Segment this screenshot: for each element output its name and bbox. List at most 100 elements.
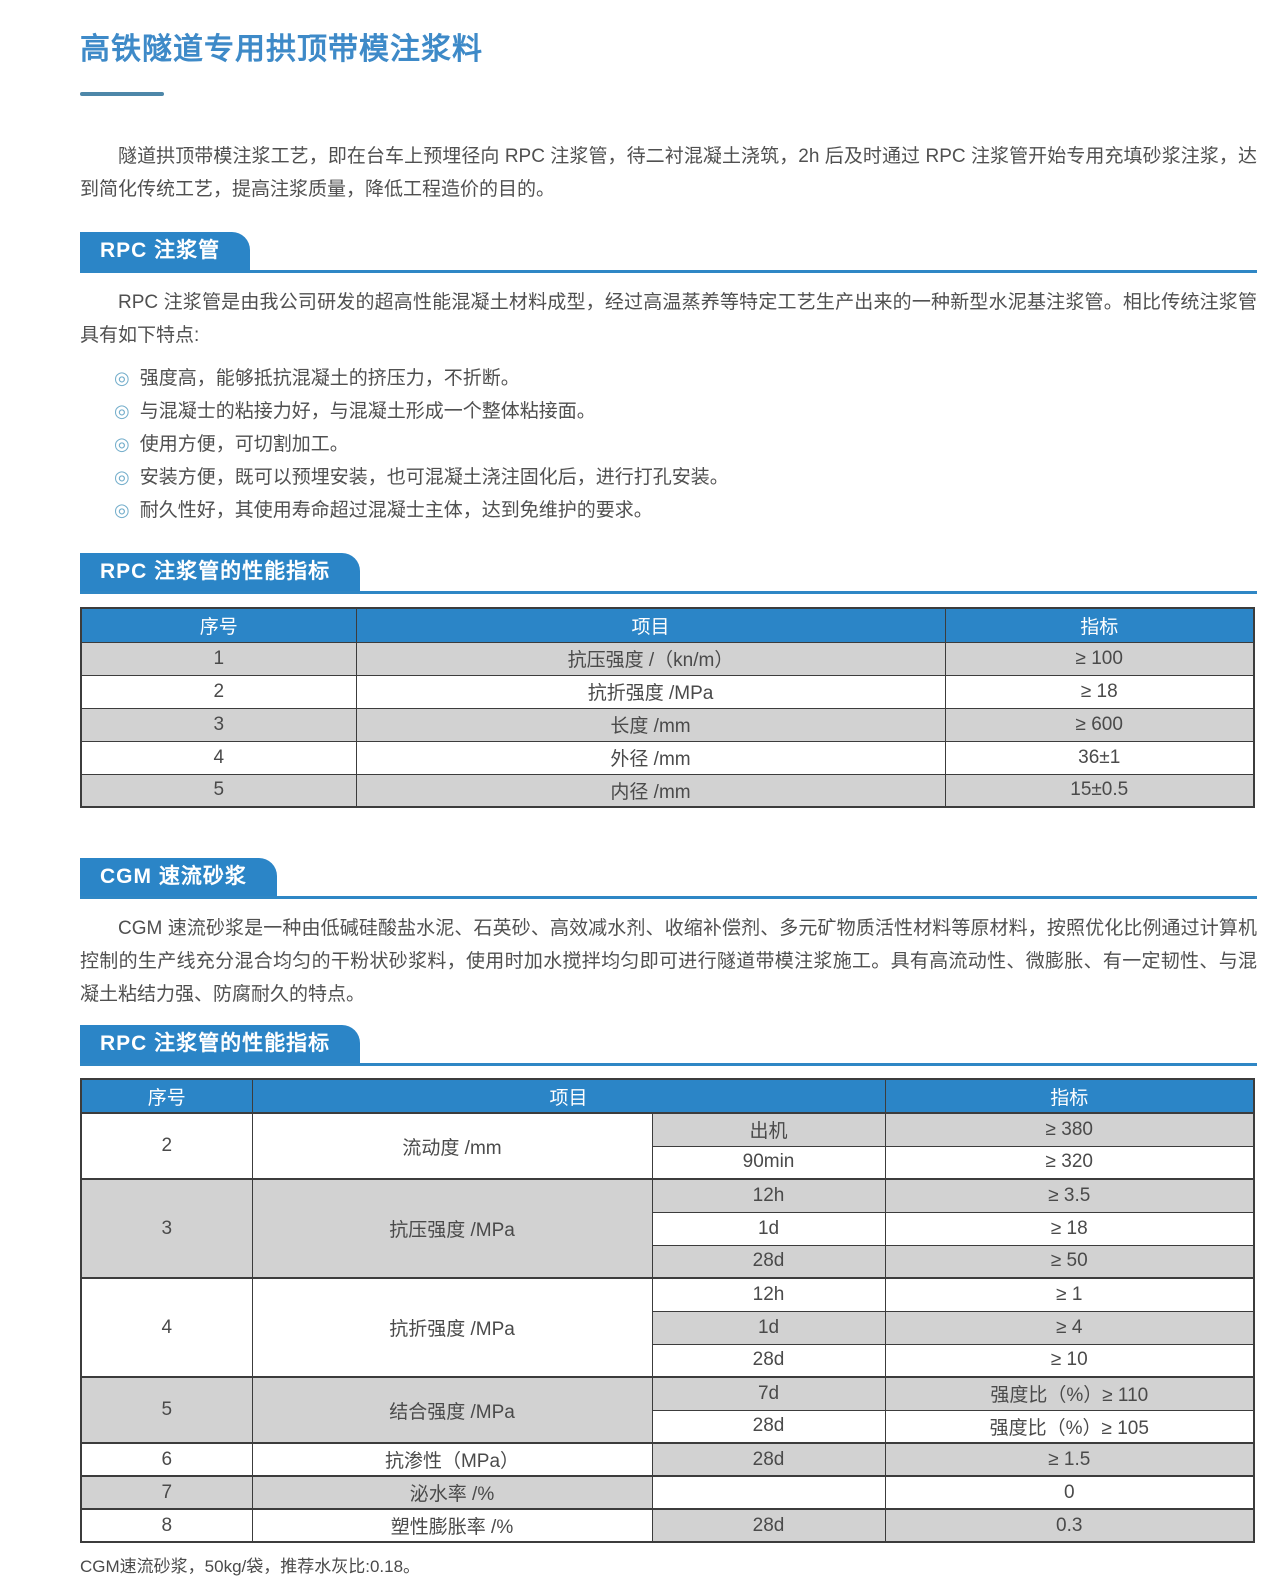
document-page: 高铁隧道专用拱顶带模注浆料 隧道拱顶带模注浆工艺，即在台车上预埋径向 RPC 注… [80, 33, 1257, 1576]
cell-index: ≥ 3.5 [884, 1178, 1255, 1213]
table-row: 4 外径 /mm 36±1 [80, 740, 1255, 775]
cell-index: 强度比（%）≥ 105 [884, 1409, 1255, 1444]
cell-no: 7 [80, 1475, 253, 1510]
feature-item: ◎ 使用方便，可切割加工。 [114, 434, 349, 455]
cell-no: 5 [80, 1376, 253, 1444]
cell-no: 2 [80, 674, 357, 709]
section-head-rpc-spec: RPC 注浆管的性能指标 [80, 553, 1257, 594]
cell-index: ≥ 1 [884, 1277, 1255, 1312]
cell-no: 1 [80, 641, 357, 676]
page-title: 高铁隧道专用拱顶带模注浆料 [80, 33, 483, 66]
rpc-feature-list: ◎ 强度高，能够抵抗混凝土的挤压力，不折断。 ◎ 与混凝士的粘接力好，与混凝土形成一个… [80, 362, 1257, 527]
double-circle-bullet-icon: ◎ [114, 500, 130, 520]
cell-item: 流动度 /mm [251, 1112, 653, 1180]
feature-item: ◎ 强度高，能够抵抗混凝土的挤压力，不折断。 [114, 368, 520, 389]
cell-index: ≥ 1.5 [884, 1442, 1255, 1477]
cell-no: 4 [80, 1277, 253, 1378]
table-header-row: 序号 项目 指标 [80, 1078, 1255, 1114]
cell-index: 强度比（%）≥ 110 [884, 1376, 1255, 1411]
cell-no: 8 [80, 1508, 253, 1543]
cell-item: 抗压强度 /（kn/m） [355, 641, 946, 676]
cell-condition: 28d [651, 1508, 886, 1543]
cell-item: 外径 /mm [355, 740, 946, 775]
cell-item: 结合强度 /MPa [251, 1376, 653, 1444]
col-header-no: 序号 [80, 1078, 253, 1114]
title-underline-dash [80, 92, 164, 96]
double-circle-bullet-icon: ◎ [114, 401, 130, 421]
col-header-item: 项目 [251, 1078, 886, 1114]
cell-index: ≥ 50 [884, 1244, 1255, 1279]
cell-index: ≥ 4 [884, 1310, 1255, 1345]
table-header-row: 序号 项目 指标 [80, 607, 1255, 643]
double-circle-bullet-icon: ◎ [114, 434, 130, 454]
cell-item: 塑性膨胀率 /% [251, 1508, 653, 1543]
cell-no: 5 [80, 773, 357, 808]
table-row: 5 结合强度 /MPa 7d 强度比（%）≥ 110 [80, 1376, 1255, 1444]
cell-no: 4 [80, 740, 357, 775]
cell-index: ≥ 320 [884, 1145, 1255, 1180]
cell-index: ≥ 600 [944, 707, 1255, 742]
table-row: 1d ≥ 18 [81, 1211, 1255, 1246]
cell-item: 长度 /mm [355, 707, 946, 742]
table-row: 1d ≥ 4 [81, 1310, 1255, 1345]
section-head-cgm-spec: RPC 注浆管的性能指标 [80, 1025, 1257, 1066]
rpc-spec-table: 序号 项目 指标 1 抗压强度 /（kn/m） ≥ 100 2 抗折强度 /MPa ≥ 1… [80, 607, 1255, 808]
feature-item: ◎ 耐久性好，其使用寿命超过混凝士主体，达到免维护的要求。 [114, 500, 653, 521]
cell-index: ≥ 10 [884, 1343, 1255, 1378]
cell-index: 15±0.5 [944, 773, 1255, 808]
col-header-item: 项目 [355, 607, 946, 643]
table-row: 3 长度 /mm ≥ 600 [80, 707, 1255, 742]
section-banner-rpc-pipe: RPC 注浆管 [80, 232, 251, 270]
cell-condition: 12h [651, 1178, 886, 1213]
col-header-no: 序号 [80, 607, 357, 643]
rpc-paragraph: RPC 注浆管是由我公司研发的超高性能混凝土材料成型，经过高温蒸养等特定工艺生产… [80, 292, 1257, 346]
table-row: 2 流动度 /mm 出机 ≥ 380 [80, 1112, 1255, 1180]
cell-item: 抗折强度 /MPa [251, 1277, 653, 1378]
cell-condition: 28d [651, 1409, 886, 1444]
cell-condition: 1d [651, 1310, 886, 1345]
table-row: 5 内径 /mm 15±0.5 [80, 773, 1255, 808]
cell-index: ≥ 18 [944, 674, 1255, 709]
section-banner-cgm-spec: RPC 注浆管的性能指标 [80, 1025, 361, 1063]
cell-no: 6 [80, 1442, 253, 1477]
cell-condition: 1d [651, 1211, 886, 1246]
cell-condition: 28d [651, 1343, 886, 1378]
cell-index: 36±1 [944, 740, 1255, 775]
double-circle-bullet-icon: ◎ [114, 368, 130, 388]
section-banner-cgm: CGM 速流砂浆 [80, 858, 277, 896]
cell-item: 泌水率 /% [251, 1475, 653, 1510]
cell-item: 内径 /mm [355, 773, 946, 808]
section-banner-rpc-spec: RPC 注浆管的性能指标 [80, 553, 361, 591]
section-head-cgm: CGM 速流砂浆 [80, 858, 1257, 899]
table-row: 8 塑性膨胀率 /% 28d 0.3 [80, 1508, 1255, 1543]
feature-item: ◎ 与混凝士的粘接力好，与混凝土形成一个整体粘接面。 [114, 401, 596, 422]
cgm-paragraph: CGM 速流砂浆是一种由低碱硅酸盐水泥、石英砂、高效减水剂、收缩补偿剂、多元矿物… [80, 918, 1257, 1005]
cell-item: 抗渗性（MPa） [251, 1442, 653, 1477]
cell-no: 2 [80, 1112, 253, 1180]
table-row: 2 抗折强度 /MPa ≥ 18 [80, 674, 1255, 709]
table-row: 7 泌水率 /% 0 [80, 1475, 1255, 1510]
cell-condition: 7d [651, 1376, 886, 1411]
cell-condition [651, 1475, 886, 1510]
section-head-rpc-pipe: RPC 注浆管 [80, 232, 1257, 273]
table-row: 28d 强度比（%）≥ 105 [81, 1409, 1255, 1444]
cell-condition: 出机 [651, 1112, 886, 1147]
table-row: 28d ≥ 50 [81, 1244, 1255, 1279]
cell-condition: 12h [651, 1277, 886, 1312]
table-row: 1 抗压强度 /（kn/m） ≥ 100 [80, 641, 1255, 676]
cgm-spec-table: 序号 项目 指标 2 流动度 /mm 出机 ≥ 380 90min ≥ 320 3 抗压强度 … [80, 1078, 1256, 1543]
cell-item: 抗折强度 /MPa [355, 674, 946, 709]
table-row: 90min ≥ 320 [81, 1145, 1255, 1180]
footnote: CGM速流砂浆，50kg/袋，推荐水灰比:0.18。 [80, 1557, 421, 1576]
cell-condition: 90min [651, 1145, 886, 1180]
cell-item: 抗压强度 /MPa [251, 1178, 653, 1279]
cell-no: 3 [80, 1178, 253, 1279]
table-row: 3 抗压强度 /MPa 12h ≥ 3.5 [80, 1178, 1255, 1279]
cell-index: ≥ 380 [884, 1112, 1255, 1147]
cell-no: 3 [80, 707, 357, 742]
col-header-index: 指标 [944, 607, 1255, 643]
cell-index: 0.3 [884, 1508, 1255, 1543]
col-header-index: 指标 [884, 1078, 1255, 1114]
cell-condition: 28d [651, 1442, 886, 1477]
intro-paragraph: 隧道拱顶带模注浆工艺，即在台车上预埋径向 RPC 注浆管，待二衬混凝土浇筑，2h… [80, 146, 1257, 200]
